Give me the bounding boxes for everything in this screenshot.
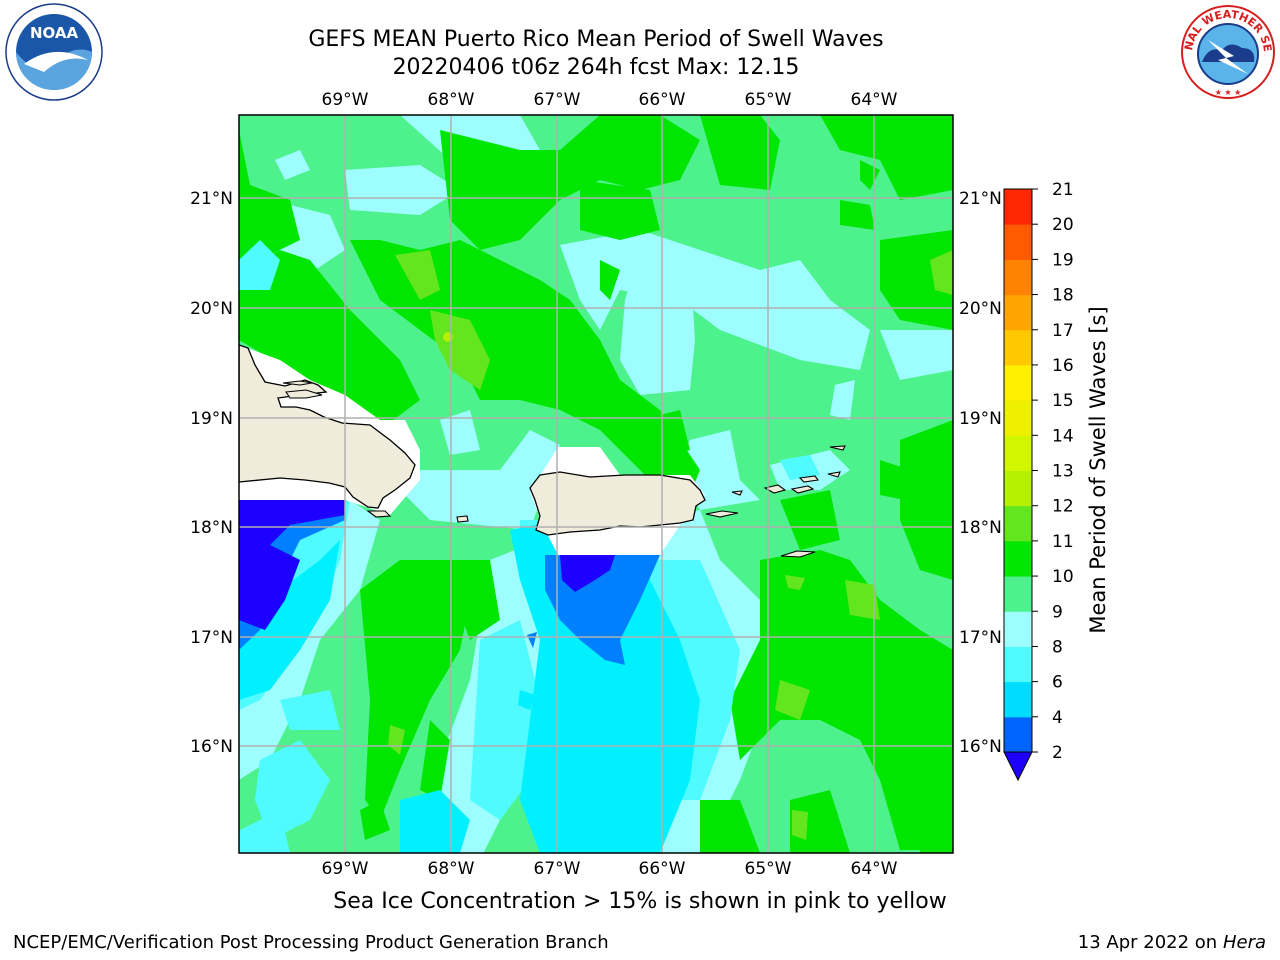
lon-label: 66°W — [639, 90, 686, 110]
lon-label: 65°W — [745, 859, 792, 879]
lat-label: 18°N — [959, 518, 1002, 538]
colorbar-tick-label: 8 — [1052, 637, 1063, 657]
lat-label: 16°N — [190, 737, 233, 757]
vieques-island — [705, 510, 739, 518]
colorbar-segment — [1004, 681, 1032, 718]
colorbar-tick-label: 19 — [1052, 250, 1074, 270]
colorbar-tick-label: 17 — [1052, 321, 1074, 341]
colorbar-under-triangle — [1003, 751, 1033, 782]
lon-label: 66°W — [639, 859, 686, 879]
colorbar-tick-label: 9 — [1052, 602, 1063, 622]
colorbar-tick-label: 21 — [1052, 180, 1074, 200]
colorbar-segment — [1004, 540, 1032, 577]
lat-label: 17°N — [190, 628, 233, 648]
colorbar-tick-label: 11 — [1052, 532, 1074, 552]
footer-credit: NCEP/EMC/Verification Post Processing Pr… — [13, 932, 609, 953]
lat-label: 19°N — [959, 409, 1002, 429]
colorbar-tick-label: 16 — [1052, 356, 1074, 376]
colorbar-segment — [1004, 189, 1032, 225]
lon-label: 67°W — [534, 90, 581, 110]
colorbar-tick-label: 6 — [1052, 673, 1063, 693]
period-below-2-regions — [239, 500, 615, 630]
colorbar-tick-label: 10 — [1052, 567, 1074, 587]
swell-period-field — [239, 115, 953, 853]
lat-label: 19°N — [190, 409, 233, 429]
footer-host: Hera — [1222, 932, 1266, 953]
colorbar-segment — [1004, 505, 1032, 542]
colorbar-segment — [1004, 646, 1032, 683]
lon-label: 69°W — [322, 90, 369, 110]
colorbar-segment — [1004, 611, 1032, 647]
noaa-text: NOAA — [30, 24, 79, 42]
lon-label: 68°W — [428, 859, 475, 879]
colorbar-tick-label: 4 — [1052, 708, 1063, 728]
lat-label: 20°N — [959, 299, 1002, 319]
colorbar-tick-label: 18 — [1052, 286, 1074, 306]
sea-ice-note: Sea Ice Concentration > 15% is shown in … — [333, 889, 947, 914]
lat-label: 16°N — [959, 737, 1002, 757]
virgin-islands — [763, 445, 846, 558]
lon-label: 69°W — [322, 859, 369, 879]
lat-labels-left: 21°N 20°N 19°N 18°N 17°N 16°N — [190, 189, 233, 757]
saona-island — [366, 510, 392, 518]
nws-logo: NATIONAL WEATHER SERVICE ★ ★ ★ — [1178, 2, 1275, 99]
colorbar-tick-label: 13 — [1052, 462, 1074, 482]
lon-labels-bottom: 69°W 68°W 67°W 66°W 65°W 64°W — [322, 859, 898, 879]
colorbar-tick-label: 12 — [1052, 497, 1074, 517]
lat-label: 21°N — [190, 189, 233, 209]
mona-island — [456, 515, 469, 523]
map-frame — [238, 114, 954, 854]
colorbar-segment — [1004, 259, 1032, 296]
lon-labels-top: 69°W 68°W 67°W 66°W 65°W 64°W — [322, 90, 898, 110]
colorbar-segment — [1004, 435, 1032, 471]
lat-label: 18°N — [190, 518, 233, 538]
lat-label: 17°N — [959, 628, 1002, 648]
map-gridlines — [239, 115, 953, 853]
colorbar-tick-label: 2 — [1052, 743, 1063, 763]
lon-label: 67°W — [534, 859, 581, 879]
lat-label: 20°N — [190, 299, 233, 319]
lon-label: 64°W — [851, 90, 898, 110]
tortuga-island — [282, 380, 313, 386]
chart-subtitle: 20220406 t06z 264h fcst Max: 12.15 — [392, 55, 800, 80]
chart-title: GEFS MEAN Puerto Rico Mean Period of Swe… — [308, 27, 884, 52]
colorbar: 2 4 6 8 9 10 11 12 13 14 15 16 17 18 19 20 21 — [1003, 180, 1074, 782]
colorbar-segment — [1004, 716, 1032, 753]
colorbar-segment — [1004, 400, 1032, 436]
lat-label: 21°N — [959, 189, 1002, 209]
lon-label: 64°W — [851, 859, 898, 879]
colorbar-segment — [1004, 294, 1032, 331]
lon-label: 68°W — [428, 90, 475, 110]
lat-labels-right: 21°N 20°N 19°N 18°N 17°N 16°N — [959, 189, 1002, 757]
colorbar-tick-label: 20 — [1052, 215, 1074, 235]
culebra-island — [731, 490, 743, 496]
colorbar-segment — [1004, 224, 1032, 260]
footer-date-text: 13 Apr 2022 on — [1077, 932, 1223, 953]
colorbar-tick-label: 14 — [1052, 426, 1074, 446]
colorbar-segment — [1004, 329, 1032, 366]
colorbar-segment — [1004, 470, 1032, 507]
colorbar-segment — [1004, 576, 1032, 612]
colorbar-tick-label: 15 — [1052, 391, 1074, 411]
svg-text:★ ★ ★: ★ ★ ★ — [1215, 88, 1242, 97]
noaa-logo: NOAA — [5, 3, 103, 101]
footer-date: 13 Apr 2022 on Hera — [1078, 932, 1266, 953]
period-11-12-regions — [388, 250, 953, 840]
gonave-island — [285, 389, 323, 399]
colorbar-segment — [1004, 364, 1032, 401]
colorbar-label: Mean Period of Swell Waves [s] — [1086, 306, 1110, 633]
lon-label: 65°W — [745, 90, 792, 110]
